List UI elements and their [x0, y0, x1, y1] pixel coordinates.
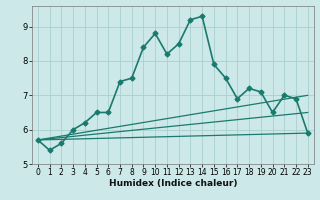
X-axis label: Humidex (Indice chaleur): Humidex (Indice chaleur) — [108, 179, 237, 188]
